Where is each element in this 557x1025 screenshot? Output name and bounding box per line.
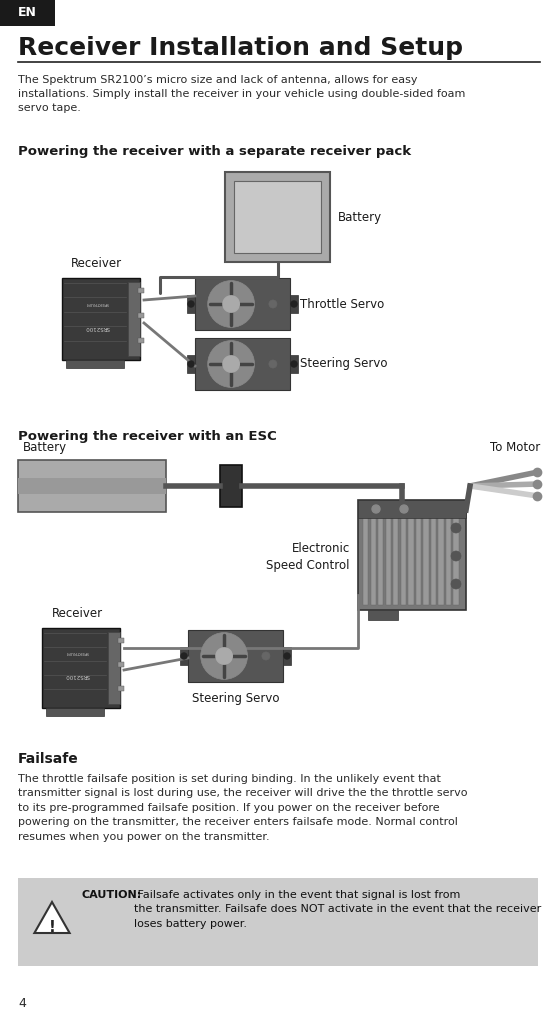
Circle shape [181, 653, 187, 659]
FancyBboxPatch shape [416, 505, 421, 605]
FancyBboxPatch shape [138, 337, 144, 342]
FancyBboxPatch shape [195, 278, 290, 330]
FancyBboxPatch shape [358, 500, 466, 610]
FancyBboxPatch shape [423, 505, 428, 605]
Circle shape [291, 301, 297, 308]
FancyBboxPatch shape [453, 505, 459, 605]
FancyBboxPatch shape [18, 460, 166, 512]
FancyBboxPatch shape [128, 282, 140, 356]
Circle shape [262, 652, 270, 660]
Text: The Spektrum SR2100’s micro size and lack of antenna, allows for easy
installati: The Spektrum SR2100’s micro size and lac… [18, 75, 466, 113]
FancyBboxPatch shape [393, 505, 398, 605]
FancyBboxPatch shape [18, 878, 538, 966]
Text: SPEKTRUM: SPEKTRUM [66, 650, 89, 654]
Text: Electronic
Speed Control: Electronic Speed Control [266, 542, 350, 572]
Text: 4: 4 [18, 997, 26, 1010]
Circle shape [451, 523, 461, 533]
FancyBboxPatch shape [108, 632, 120, 704]
Circle shape [291, 361, 297, 367]
FancyBboxPatch shape [234, 181, 321, 253]
Text: Battery: Battery [338, 210, 382, 223]
Circle shape [208, 340, 255, 387]
Text: Receiver: Receiver [52, 607, 103, 620]
FancyBboxPatch shape [220, 465, 242, 507]
FancyBboxPatch shape [188, 630, 283, 682]
FancyBboxPatch shape [42, 628, 120, 708]
Text: The throttle failsafe position is set during binding. In the unlikely event that: The throttle failsafe position is set du… [18, 774, 467, 842]
Circle shape [269, 300, 277, 308]
FancyBboxPatch shape [385, 505, 391, 605]
Circle shape [188, 301, 194, 308]
Text: Failsafe activates only in the event that signal is lost from
the transmitter. F: Failsafe activates only in the event tha… [134, 890, 541, 929]
FancyBboxPatch shape [408, 505, 413, 605]
Circle shape [372, 505, 380, 512]
Text: Receiver: Receiver [70, 257, 121, 270]
FancyBboxPatch shape [363, 505, 368, 605]
FancyBboxPatch shape [290, 355, 298, 373]
Text: Battery: Battery [23, 441, 67, 454]
Text: Steering Servo: Steering Servo [300, 358, 388, 370]
Text: Failsafe: Failsafe [18, 752, 79, 766]
FancyBboxPatch shape [431, 505, 436, 605]
FancyBboxPatch shape [187, 295, 195, 313]
Circle shape [188, 361, 194, 367]
FancyBboxPatch shape [195, 338, 290, 390]
Circle shape [400, 505, 408, 512]
FancyBboxPatch shape [283, 647, 291, 665]
Text: Powering the receiver with a separate receiver pack: Powering the receiver with a separate re… [18, 145, 411, 158]
Circle shape [451, 579, 461, 589]
FancyBboxPatch shape [118, 662, 124, 667]
Polygon shape [35, 902, 70, 933]
FancyBboxPatch shape [66, 360, 124, 368]
FancyBboxPatch shape [438, 505, 444, 605]
FancyBboxPatch shape [225, 172, 330, 262]
Circle shape [216, 648, 232, 664]
Circle shape [451, 551, 461, 561]
FancyBboxPatch shape [446, 505, 451, 605]
FancyBboxPatch shape [138, 288, 144, 293]
Circle shape [208, 281, 255, 327]
Text: CAUTION:: CAUTION: [82, 890, 142, 900]
Text: !: ! [48, 919, 56, 935]
Circle shape [223, 296, 240, 313]
Text: To Motor: To Motor [490, 441, 540, 454]
FancyBboxPatch shape [187, 355, 195, 373]
Text: EN: EN [18, 6, 36, 19]
FancyBboxPatch shape [0, 0, 55, 26]
FancyBboxPatch shape [378, 505, 383, 605]
Text: Receiver Installation and Setup: Receiver Installation and Setup [18, 36, 463, 60]
FancyBboxPatch shape [368, 610, 398, 620]
Text: Throttle Servo: Throttle Servo [300, 297, 384, 311]
Circle shape [223, 356, 240, 372]
Circle shape [201, 632, 247, 680]
FancyBboxPatch shape [118, 638, 124, 643]
FancyBboxPatch shape [358, 500, 466, 518]
Circle shape [284, 653, 290, 659]
FancyBboxPatch shape [46, 708, 104, 716]
FancyBboxPatch shape [370, 505, 376, 605]
Text: SRS2100: SRS2100 [65, 673, 89, 679]
Text: Steering Servo: Steering Servo [192, 692, 279, 705]
Text: Powering the receiver with an ESC: Powering the receiver with an ESC [18, 430, 277, 443]
FancyBboxPatch shape [118, 686, 124, 691]
FancyBboxPatch shape [180, 647, 188, 665]
FancyBboxPatch shape [400, 505, 406, 605]
FancyBboxPatch shape [290, 295, 298, 313]
Circle shape [269, 360, 277, 368]
FancyBboxPatch shape [138, 313, 144, 318]
Text: SPEKTRUM: SPEKTRUM [86, 300, 109, 304]
FancyBboxPatch shape [62, 278, 140, 360]
FancyBboxPatch shape [18, 479, 166, 494]
Text: SRS2100: SRS2100 [85, 325, 109, 330]
